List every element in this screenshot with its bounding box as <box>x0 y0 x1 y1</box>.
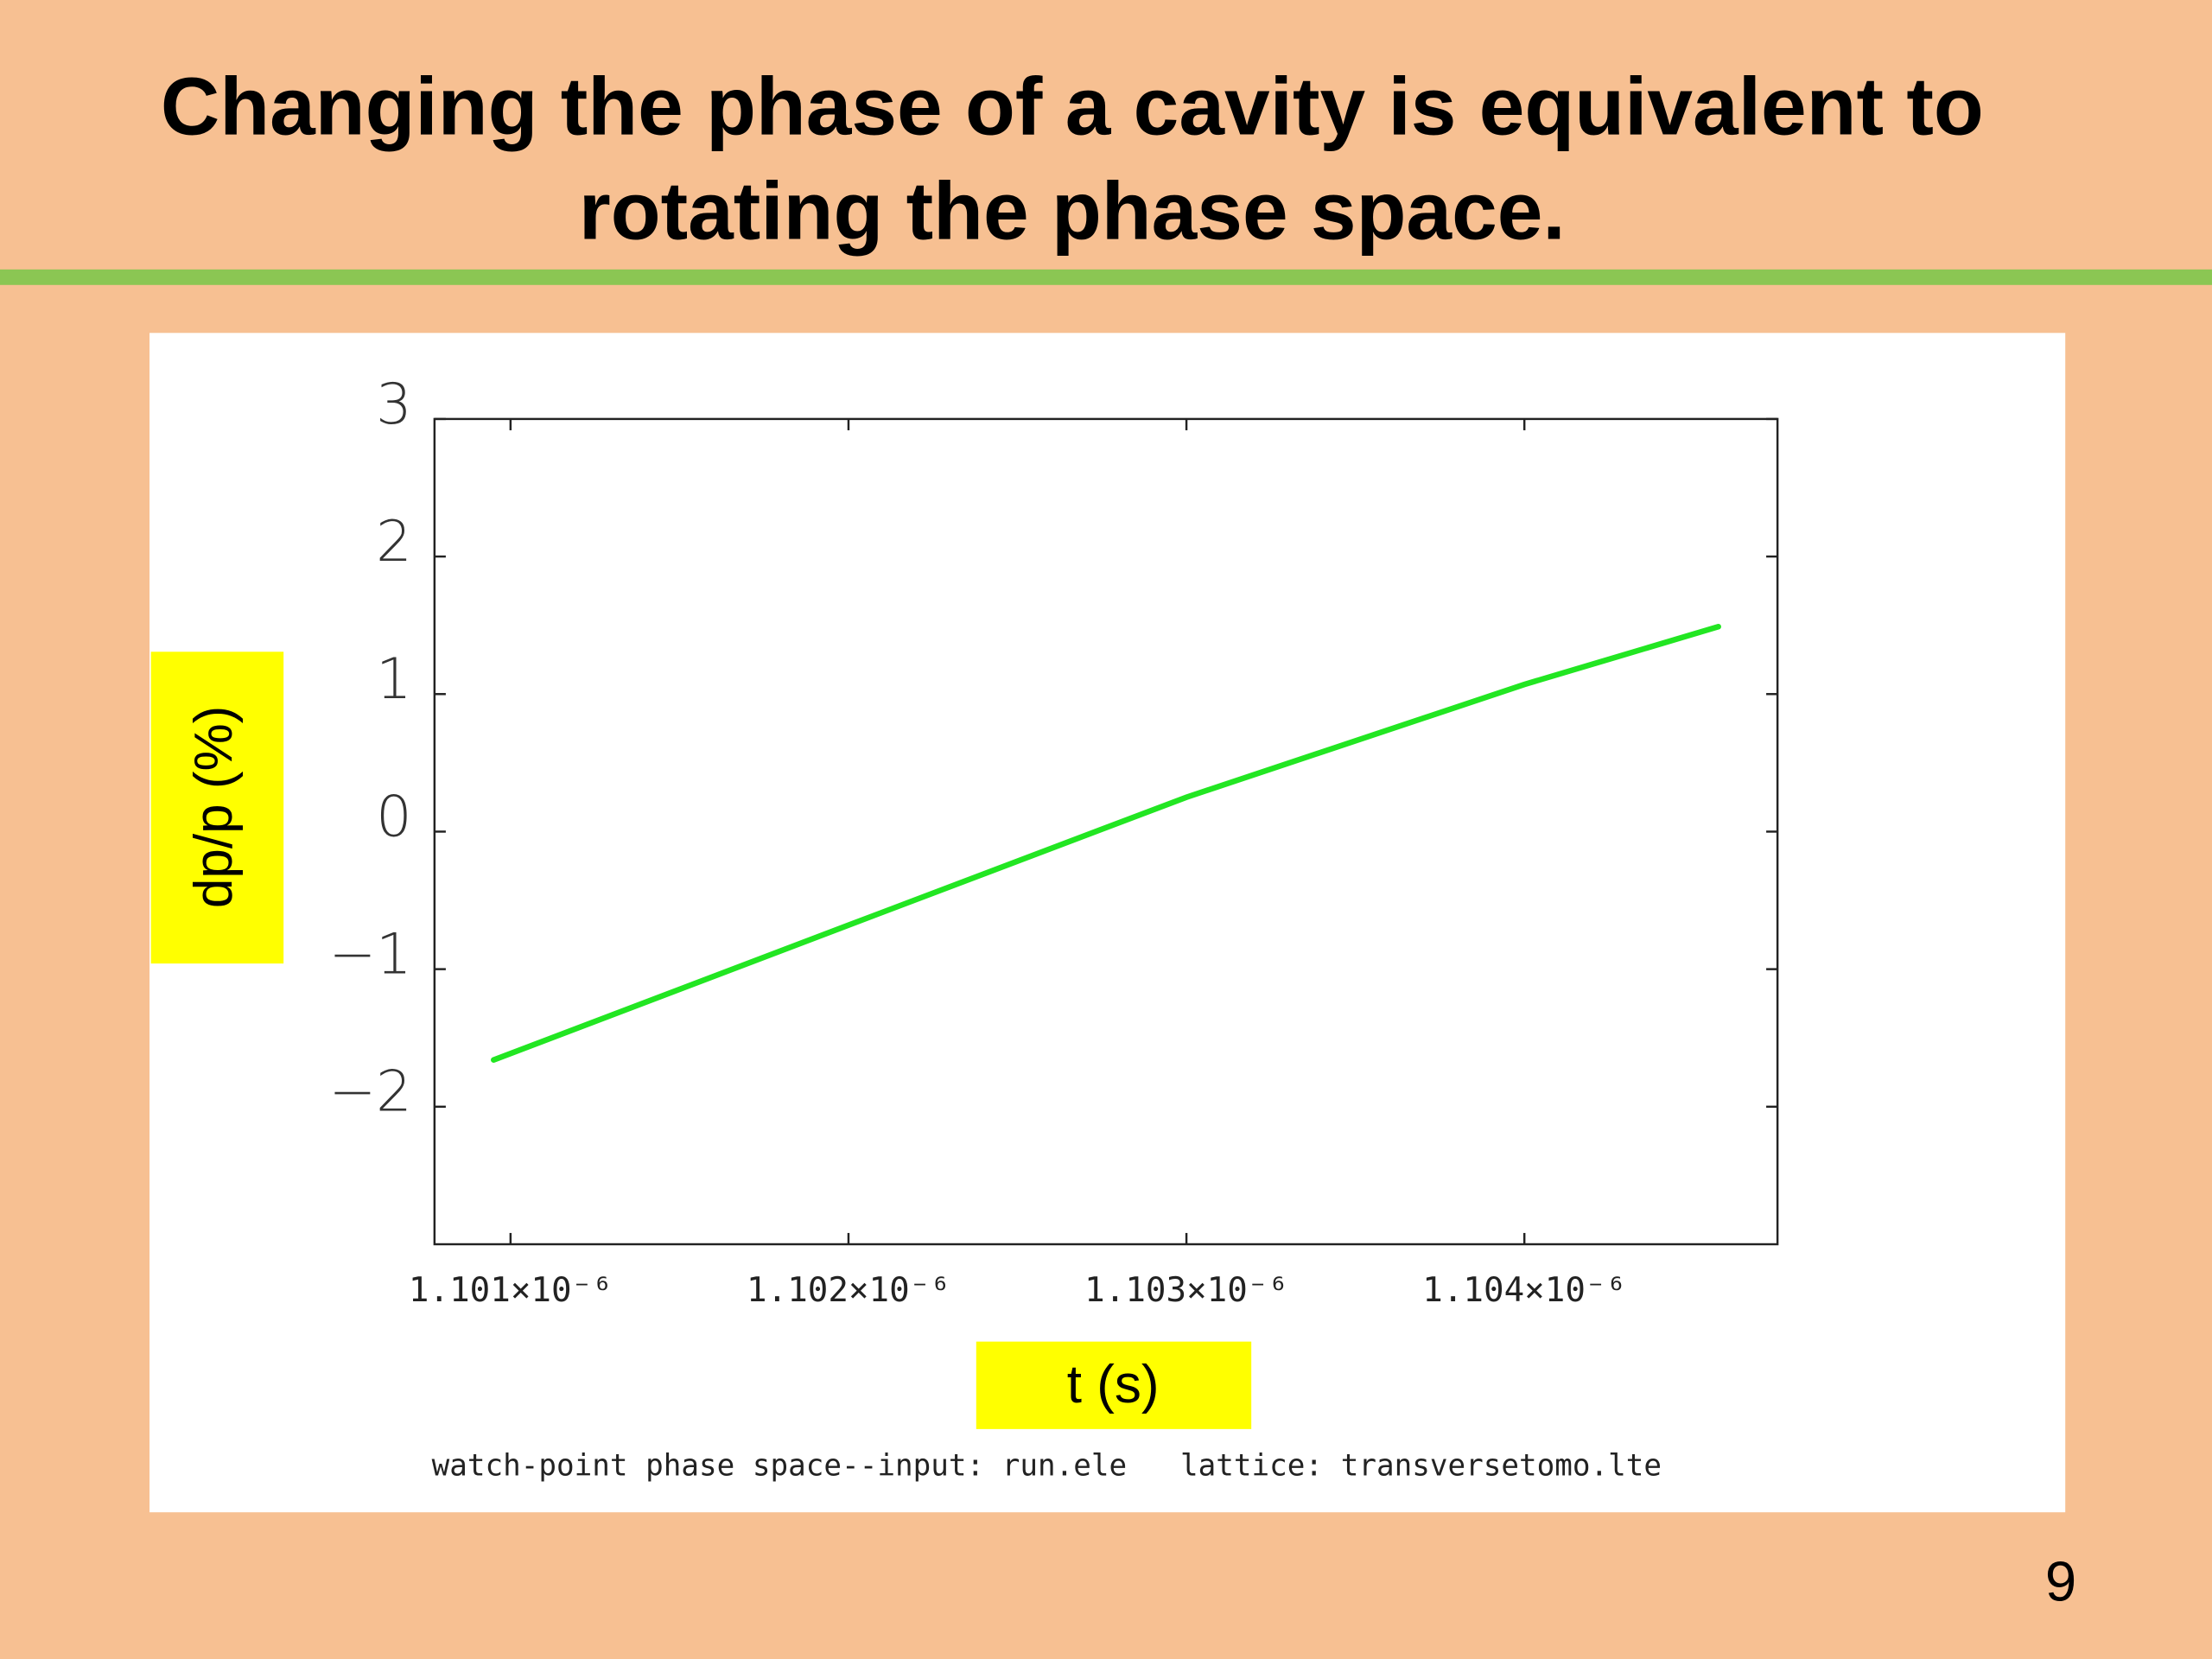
page-number: 9 <box>2045 1549 2076 1612</box>
x-tick-label: 1.102×10⁻⁶ <box>747 1271 950 1310</box>
data-line <box>491 624 1721 1063</box>
y-tick-label: −2 <box>328 1059 411 1125</box>
y-label-box <box>150 652 284 964</box>
y-tick-label: 0 <box>376 784 412 849</box>
caption: watch-point phase space--input: run.ele … <box>432 1448 1662 1483</box>
y-tick-label: 3 <box>376 372 412 437</box>
x-tick-label: 1.101×10⁻⁶ <box>409 1271 613 1310</box>
x-label-box <box>976 1341 1252 1429</box>
x-axis-label: t (s) <box>1067 1355 1160 1414</box>
x-tick-label: 1.103×10⁻⁶ <box>1084 1271 1288 1310</box>
y-tick-label: −1 <box>328 922 411 988</box>
chart-panel <box>149 333 2066 1513</box>
divider <box>0 269 2212 285</box>
y-axis-label: dp/p (%) <box>184 706 244 908</box>
slide-title: Changing the phase of a cavity is equiva… <box>161 61 1984 153</box>
plot: −2 −1 0 1 2 3 1.101×10⁻⁶ 1.102×10⁻⁶ 1.103×10⁻⁶ 1.… <box>328 372 1778 1310</box>
y-tick-label: 2 <box>376 509 412 575</box>
x-tick-label: 1.104×10⁻⁶ <box>1422 1271 1626 1310</box>
slide-title: rotating the phase space. <box>579 165 1566 257</box>
y-tick-label: 1 <box>376 646 412 712</box>
